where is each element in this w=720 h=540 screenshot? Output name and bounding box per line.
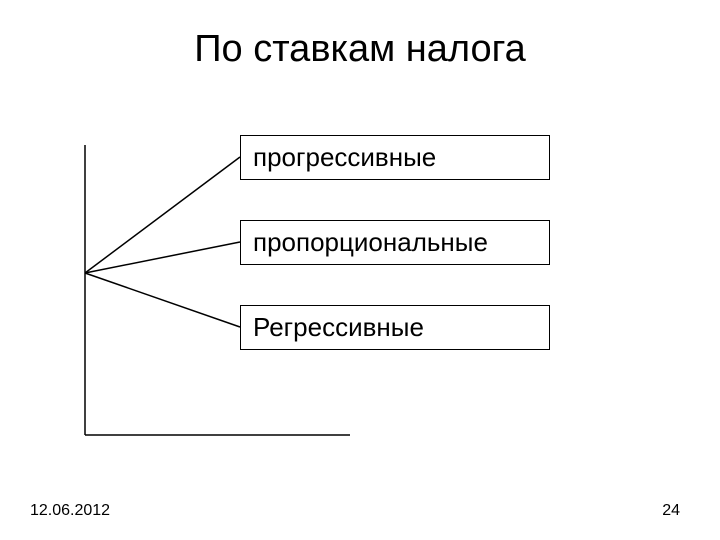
category-box-1: пропорциональные [240,220,550,265]
footer-date: 12.06.2012 [30,502,110,520]
category-box-2: Регрессивные [240,305,550,350]
page-title: По ставкам налога [0,28,720,71]
category-box-0: прогрессивные [240,135,550,180]
connector-line-1 [85,242,240,273]
category-label: пропорциональные [253,227,488,257]
connector-line-2 [85,273,240,327]
footer-page-number: 24 [662,502,680,520]
connector-line-0 [85,157,240,273]
category-label: прогрессивные [253,142,436,172]
category-label: Регрессивные [253,312,424,342]
diagram-area: прогрессивные пропорциональные Регрессив… [60,115,560,445]
